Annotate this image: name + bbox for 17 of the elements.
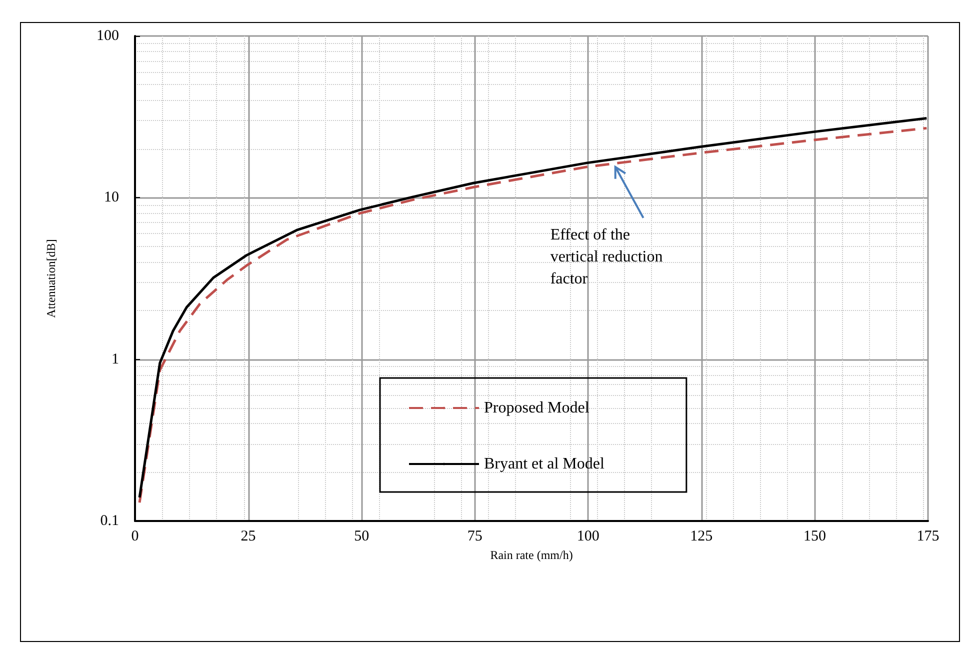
y-tick-label: 100 [96, 28, 119, 44]
legend-label: Proposed Model [484, 400, 590, 416]
y-tick-label: 1 [112, 351, 119, 368]
x-tick-label: 75 [467, 528, 482, 544]
x-tick-label: 100 [576, 528, 600, 544]
x-tick-label: 125 [690, 528, 713, 544]
annotation: Effect of the vertical reduction factor [550, 226, 663, 288]
x-tick-label: 50 [354, 528, 370, 544]
y-tick-label: 10 [104, 190, 119, 206]
x-tick-label: 0 [131, 528, 139, 544]
x-tick-label: 150 [803, 528, 826, 544]
y-tick-label: 0.1 [100, 513, 119, 529]
x-tick-label: 25 [240, 528, 256, 544]
x-axis-title: Rain rate (mm/h) [490, 548, 573, 562]
y-axis-title: Attenuation[dB] [44, 239, 58, 318]
legend-label: Bryant et al Model [484, 456, 605, 472]
x-tick-label: 175 [916, 528, 940, 544]
